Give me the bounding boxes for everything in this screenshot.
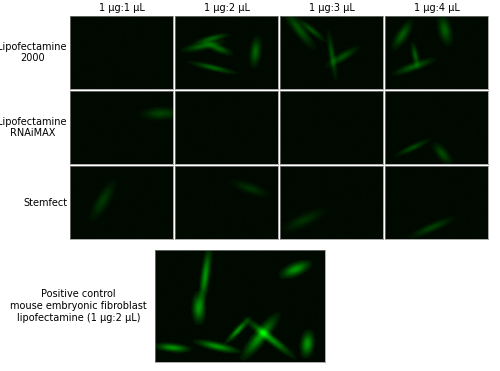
Text: 1 μg:1 μL: 1 μg:1 μL (98, 3, 144, 13)
Text: 1 μg:2 μL: 1 μg:2 μL (204, 3, 250, 13)
Text: Lipofectamine
2000: Lipofectamine 2000 (0, 42, 67, 63)
Text: Lipofectamine
RNAiMAX: Lipofectamine RNAiMAX (0, 117, 67, 138)
Text: Stemfect: Stemfect (23, 197, 67, 207)
Text: Positive control
mouse embryonic fibroblast
lipofectamine (1 μg:2 μL): Positive control mouse embryonic fibrobl… (10, 289, 147, 323)
Text: 1 μg:4 μL: 1 μg:4 μL (414, 3, 460, 13)
Text: 1 μg:3 μL: 1 μg:3 μL (308, 3, 354, 13)
